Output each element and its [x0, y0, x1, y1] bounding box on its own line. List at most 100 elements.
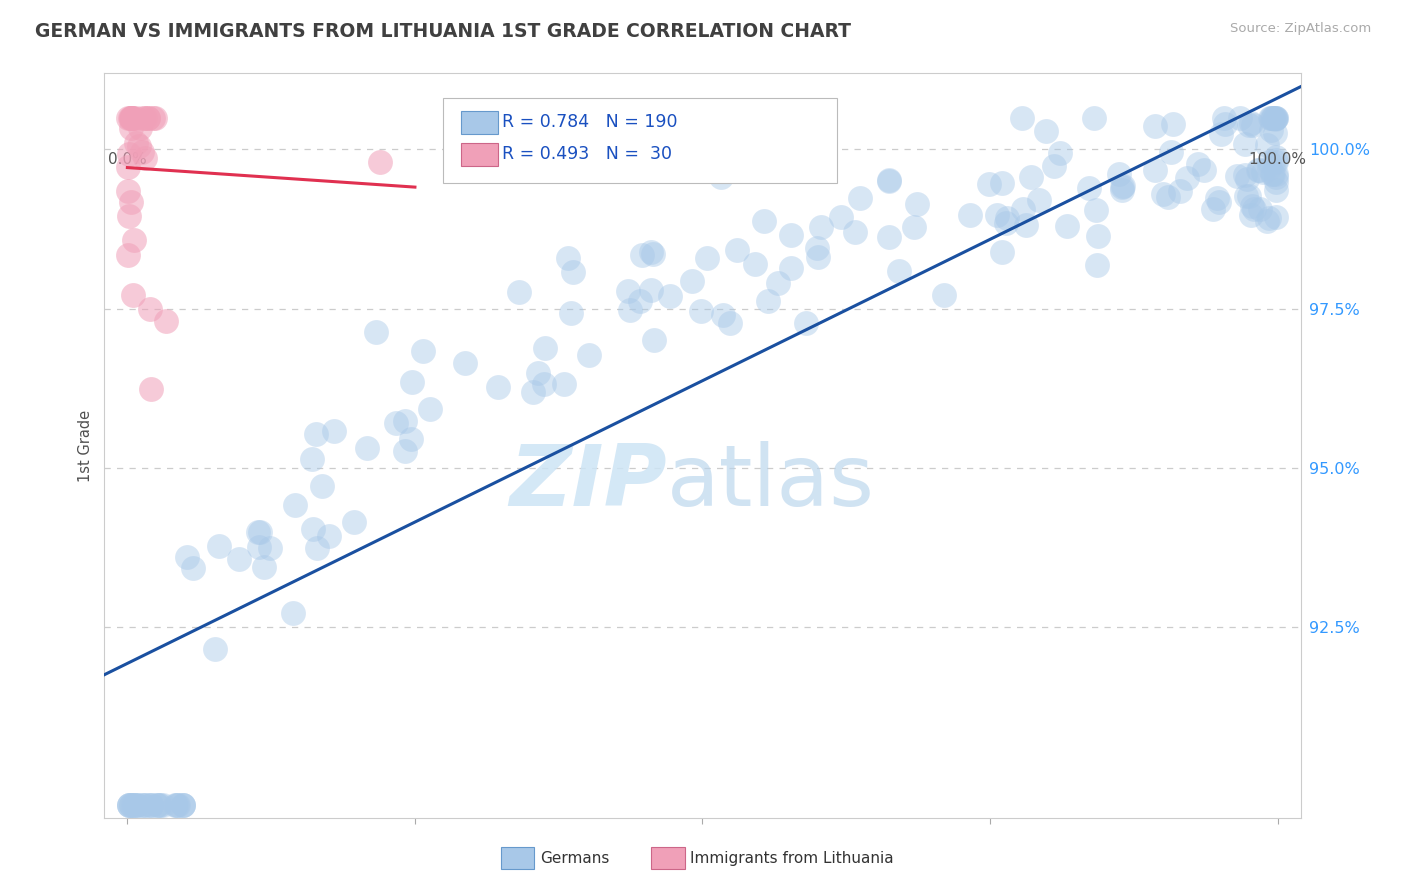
Point	[979, 178, 1001, 192]
Point	[1019, 169, 1042, 184]
Point	[1078, 181, 1101, 195]
Point	[136, 111, 159, 125]
Point	[1241, 199, 1264, 213]
Point	[682, 274, 704, 288]
Text: Germans: Germans	[540, 851, 609, 865]
Point	[1234, 188, 1257, 202]
Point	[1144, 120, 1167, 134]
Point	[986, 208, 1008, 222]
Point	[117, 184, 139, 198]
Point	[533, 341, 555, 355]
Point	[794, 317, 817, 331]
Point	[152, 798, 174, 813]
Point	[139, 301, 162, 316]
Point	[1265, 155, 1288, 169]
Point	[117, 161, 139, 175]
Point	[412, 343, 434, 358]
Point	[1260, 123, 1282, 137]
Point	[1239, 116, 1261, 130]
Point	[1237, 189, 1260, 203]
Point	[204, 642, 226, 657]
Point	[903, 220, 925, 235]
Point	[1215, 117, 1237, 131]
Point	[301, 451, 323, 466]
Point	[132, 798, 155, 813]
Point	[247, 540, 270, 554]
Point	[124, 111, 146, 125]
Y-axis label: 1st Grade: 1st Grade	[79, 409, 93, 482]
Point	[486, 380, 509, 394]
Point	[166, 798, 188, 813]
Point	[117, 798, 139, 813]
Point	[142, 111, 165, 125]
Point	[139, 382, 162, 396]
Point	[643, 333, 665, 347]
Point	[1175, 170, 1198, 185]
Point	[1258, 154, 1281, 169]
Point	[991, 245, 1014, 260]
Point	[718, 317, 741, 331]
Point	[877, 172, 900, 186]
Point	[640, 283, 662, 297]
Point	[394, 414, 416, 428]
Point	[1236, 172, 1258, 186]
Point	[1265, 176, 1288, 190]
Point	[1261, 111, 1284, 125]
Point	[1265, 111, 1288, 125]
Point	[1085, 258, 1108, 272]
Point	[1160, 145, 1182, 160]
Point	[146, 798, 169, 813]
Point	[120, 798, 142, 813]
Point	[756, 294, 779, 309]
Point	[1239, 118, 1261, 132]
Point	[249, 524, 271, 539]
Point	[149, 798, 172, 813]
Point	[118, 209, 141, 223]
Point	[619, 303, 641, 318]
Point	[710, 170, 733, 185]
Point	[356, 442, 378, 456]
Point	[120, 195, 142, 210]
Point	[1152, 186, 1174, 201]
Point	[1192, 163, 1215, 178]
Point	[401, 375, 423, 389]
Point	[1205, 191, 1227, 205]
Point	[176, 549, 198, 564]
Point	[1249, 202, 1271, 217]
Point	[522, 385, 544, 400]
Point	[725, 243, 748, 257]
Point	[1011, 111, 1033, 125]
Point	[1111, 180, 1133, 194]
Point	[1084, 202, 1107, 217]
Point	[165, 798, 187, 813]
Point	[121, 111, 143, 125]
Point	[1028, 194, 1050, 208]
Point	[342, 515, 364, 529]
Point	[1156, 190, 1178, 204]
Point	[1187, 157, 1209, 171]
Point	[394, 444, 416, 458]
Point	[643, 247, 665, 261]
Point	[1264, 111, 1286, 125]
Point	[253, 560, 276, 574]
Point	[127, 798, 149, 813]
Point	[617, 284, 640, 298]
Point	[1265, 111, 1288, 125]
Point	[155, 313, 177, 327]
Point	[877, 230, 900, 244]
Point	[172, 798, 194, 813]
Point	[120, 798, 142, 813]
Text: 0.0%: 0.0%	[108, 153, 146, 168]
Point	[526, 367, 548, 381]
Point	[1161, 117, 1184, 131]
Point	[659, 289, 682, 303]
Point	[120, 111, 142, 125]
Point	[1233, 137, 1256, 152]
Point	[127, 798, 149, 813]
Point	[281, 606, 304, 620]
Point	[385, 416, 408, 430]
Point	[322, 424, 344, 438]
Point	[1083, 111, 1105, 125]
Point	[711, 308, 734, 322]
Point	[995, 216, 1018, 230]
